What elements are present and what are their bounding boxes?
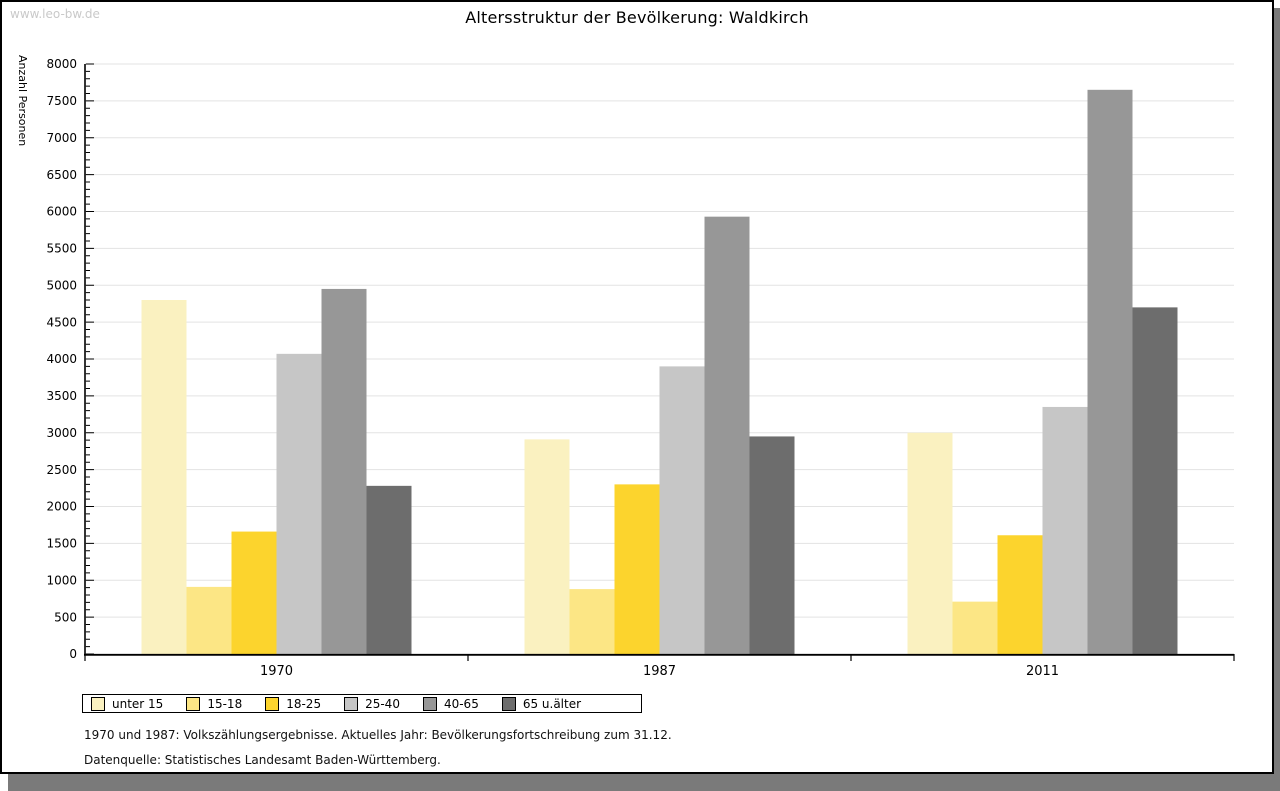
bar-65-u-lter	[749, 436, 795, 654]
content-frame: www.leo-bw.de Altersstruktur der Bevölke…	[0, 0, 1274, 774]
y-tick-label: 6000	[46, 205, 77, 219]
bar-65-u-lter	[1132, 307, 1178, 654]
legend-label: 65 u.älter	[522, 696, 582, 711]
y-tick-label: 3000	[46, 426, 77, 440]
y-tick-label: 7000	[46, 131, 77, 145]
bar-18-25	[231, 531, 277, 654]
legend-label: 18-25	[286, 696, 322, 711]
legend-label: 15-18	[207, 696, 243, 711]
legend-swatch	[501, 696, 516, 711]
y-tick-label: 1000	[46, 573, 77, 587]
legend: unter 15 15-18 18-25 25-40 40-65 65 u.älter	[82, 694, 642, 713]
y-tick-label: 2000	[46, 500, 77, 514]
x-category-label: 1987	[643, 664, 676, 679]
y-tick-label: 1500	[46, 537, 77, 551]
y-tick-label: 4000	[46, 352, 77, 366]
bar-25-40	[659, 366, 705, 654]
legend-swatch	[422, 696, 437, 711]
bar-15-18	[569, 589, 615, 654]
bar-40-65	[704, 216, 750, 654]
legend-item: 40-65	[422, 696, 479, 711]
legend-label: 40-65	[443, 696, 479, 711]
legend-swatch	[344, 696, 359, 711]
legend-swatch	[186, 696, 201, 711]
y-tick-label: 5000	[46, 278, 77, 292]
bar-unter-15	[524, 439, 570, 654]
y-tick-label: 6500	[46, 168, 77, 182]
bar-25-40	[276, 353, 322, 654]
y-tick-label: 8000	[46, 57, 77, 71]
bar-25-40	[1042, 406, 1088, 654]
bar-65-u-lter	[366, 485, 412, 654]
bar-15-18	[186, 586, 232, 654]
footnote-line-2: Datenquelle: Statistisches Landesamt Bad…	[84, 753, 441, 767]
legend-item: unter 15	[91, 696, 164, 711]
chart-canvas: 0 500 1000 1500 2000 2500 3000 3500 4000 4500 5000…	[46, 57, 1235, 679]
legend-item: 18-25	[265, 696, 322, 711]
x-category-label: 1970	[260, 664, 293, 679]
bar-40-65	[1087, 89, 1133, 654]
legend-item: 25-40	[344, 696, 400, 711]
shadow-bottom	[8, 774, 1280, 791]
y-tick-label: 7500	[46, 94, 77, 108]
bar-15-18	[952, 601, 998, 654]
y-tick-label: 3500	[46, 389, 77, 403]
bar-18-25	[614, 484, 660, 654]
legend-label: 25-40	[365, 696, 400, 711]
bar-unter-15	[141, 300, 187, 654]
watermark: www.leo-bw.de	[10, 7, 100, 21]
y-tick-label: 0	[69, 647, 77, 661]
x-category-label: 2011	[1026, 664, 1059, 679]
legend-item: 65 u.älter	[501, 696, 582, 711]
page-title: Altersstruktur der Bevölkerung: Waldkirc…	[465, 8, 809, 27]
y-tick-label: 5500	[46, 242, 77, 256]
legend-item: 15-18	[186, 696, 243, 711]
y-tick-label: 2500	[46, 463, 77, 477]
bar-18-25	[997, 535, 1043, 654]
legend-label: unter 15	[112, 696, 164, 711]
legend-swatch	[91, 696, 105, 711]
y-tick-label: 4500	[46, 315, 77, 329]
legend-swatch	[265, 696, 280, 711]
bar-40-65	[321, 288, 367, 654]
y-tick-label: 500	[54, 610, 77, 624]
footnote-line-1: 1970 und 1987: Volkszählungsergebnisse. …	[84, 728, 672, 742]
shadow-right	[1274, 8, 1280, 791]
bar-unter-15	[907, 432, 953, 654]
